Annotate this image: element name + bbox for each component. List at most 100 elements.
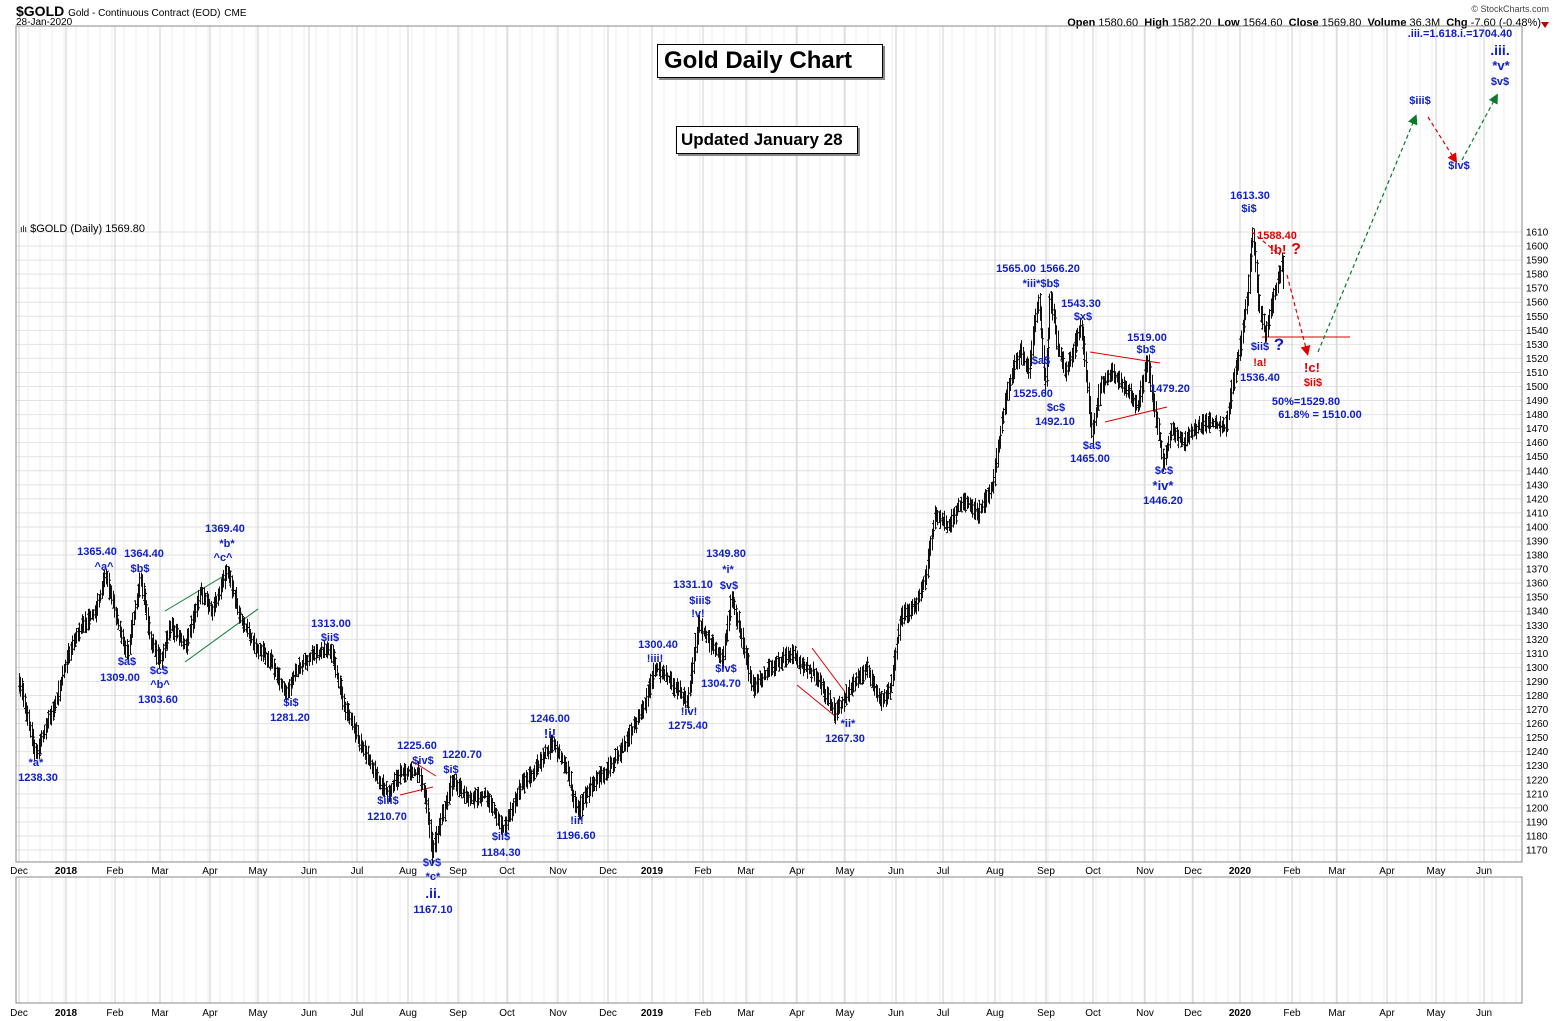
- bar-chart-icon: ılı: [20, 224, 28, 234]
- chart-title-box: Gold Daily Chart: [657, 44, 883, 78]
- projection-arrows: [1251, 93, 1498, 356]
- header-symbol: $GOLD Gold - Continuous Contract (EOD) C…: [16, 3, 247, 19]
- price-bar: [1188, 428, 1191, 445]
- y-tick-label: 1290: [1526, 677, 1549, 688]
- price-bar: [887, 682, 890, 700]
- x-tick-label: May: [249, 1008, 268, 1019]
- price-bar: [827, 687, 830, 707]
- wave-label: 1364.40: [124, 548, 164, 560]
- price-bar: [1121, 378, 1124, 393]
- price-bar: [431, 831, 434, 865]
- price-bar: [994, 458, 997, 487]
- price-bar: [964, 492, 967, 513]
- price-bar: [836, 700, 839, 721]
- price-bar: [761, 673, 764, 688]
- x-tick-label: Jun: [888, 866, 904, 877]
- header-exchange: CME: [224, 8, 247, 19]
- price-bar: [621, 738, 624, 754]
- wave-label: $iv$: [715, 663, 736, 675]
- price-bar: [53, 699, 56, 718]
- price-bar: [725, 629, 728, 646]
- price-bar: [71, 635, 74, 656]
- price-bar: [792, 645, 795, 664]
- price-bar: [981, 499, 984, 513]
- x-tick-label: Mar: [737, 1008, 755, 1019]
- price-bar: [164, 641, 167, 659]
- x-tick-label: Jul: [937, 866, 950, 877]
- price-bar: [1174, 427, 1177, 443]
- price-bar: [925, 565, 928, 585]
- x-tick-label: Sep: [1037, 1008, 1055, 1019]
- wave-label: $i$: [443, 764, 458, 776]
- price-bar: [74, 632, 77, 648]
- price-bar: [411, 766, 414, 778]
- x-tick-label: Jul: [937, 1008, 950, 1019]
- price-bar: [1254, 241, 1257, 273]
- plot-frame: [15, 25, 1523, 863]
- price-bar: [603, 767, 606, 785]
- price-bar: [1181, 432, 1184, 446]
- price-bar: [229, 570, 232, 588]
- price-bar: [883, 689, 886, 704]
- wave-label: ^a^: [95, 561, 115, 573]
- price-bar: [470, 792, 473, 804]
- y-tick-label: 1580: [1526, 270, 1549, 281]
- price-bar: [152, 633, 155, 653]
- price-bar: [799, 655, 802, 675]
- wave-label: 1238.30: [18, 772, 58, 784]
- price-bar: [311, 644, 314, 666]
- price-bar: [1268, 309, 1271, 330]
- price-bar: [617, 750, 620, 762]
- price-bar: [781, 651, 784, 671]
- price-bar: [161, 651, 164, 670]
- x-tick-label: Nov: [1136, 1008, 1154, 1019]
- price-bar: [880, 690, 883, 711]
- wave-label: $ii$: [1304, 377, 1322, 389]
- updated-box: Updated January 28: [676, 126, 858, 154]
- price-bar: [1153, 393, 1156, 418]
- price-bar: [719, 647, 722, 664]
- price-bar: [168, 620, 171, 641]
- price-bar: [1065, 361, 1068, 382]
- price-bar: [1046, 347, 1049, 387]
- price-bar: [570, 771, 573, 791]
- price-bar: [817, 672, 820, 688]
- price-bar: [40, 730, 43, 747]
- price-bar: [659, 662, 662, 684]
- price-bar: [624, 740, 627, 751]
- price-bar: [1156, 411, 1159, 436]
- price-bar: [740, 628, 743, 648]
- x-tick-label: May: [836, 1008, 855, 1019]
- x-tick-label: Sep: [449, 1008, 467, 1019]
- price-bar: [495, 807, 498, 826]
- price-bar: [565, 761, 568, 775]
- price-bar: [110, 585, 113, 605]
- price-bar: [33, 739, 36, 762]
- y-tick-label: 1450: [1526, 452, 1549, 463]
- price-bar: [304, 652, 307, 670]
- price-bar: [894, 647, 897, 671]
- price-bar: [971, 499, 974, 518]
- price-bar: [1261, 305, 1264, 330]
- price-bar: [645, 688, 648, 714]
- price-bar: [186, 628, 189, 655]
- price-bar: [502, 824, 505, 833]
- wave-label: $a$: [1083, 440, 1101, 452]
- wave-label: 1519.00: [1127, 332, 1167, 344]
- price-bar: [383, 782, 386, 798]
- price-bar: [1054, 309, 1057, 335]
- price-bar: [684, 690, 687, 709]
- price-bar: [1067, 361, 1070, 376]
- x-tick-label: Dec: [10, 866, 28, 877]
- price-bar: [1139, 380, 1142, 408]
- price-bar: [29, 721, 32, 738]
- price-bar: [677, 681, 680, 696]
- price-bar: [194, 603, 197, 623]
- price-bar: [134, 600, 137, 620]
- price-bars: [18, 227, 1285, 865]
- price-bar: [299, 662, 302, 674]
- price-bar: [820, 675, 823, 696]
- x-tick-label: Mar: [1328, 1008, 1346, 1019]
- price-bar: [873, 675, 876, 696]
- price-bar: [589, 776, 592, 797]
